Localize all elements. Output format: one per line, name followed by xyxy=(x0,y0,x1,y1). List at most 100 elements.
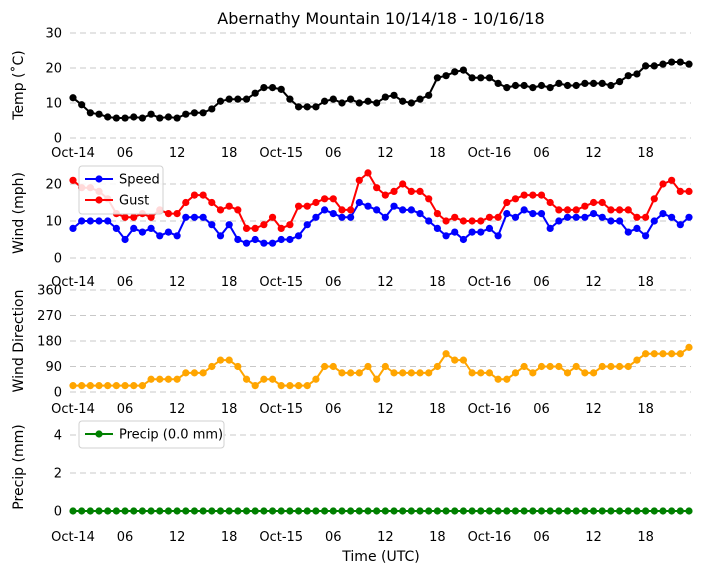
data-point xyxy=(650,350,658,358)
data-point xyxy=(451,68,459,76)
data-point xyxy=(164,210,173,218)
data-point xyxy=(381,362,389,371)
data-point xyxy=(242,375,251,383)
legend-label: Gust xyxy=(119,194,149,209)
data-point xyxy=(234,95,242,103)
data-point xyxy=(650,217,658,225)
data-point xyxy=(633,213,641,221)
series-1 xyxy=(69,343,693,390)
data-point xyxy=(407,206,415,214)
data-point xyxy=(104,217,112,225)
data-point xyxy=(407,187,415,195)
data-point xyxy=(451,356,459,364)
data-point xyxy=(555,206,563,214)
data-point xyxy=(676,221,684,229)
legend-label: Precip (0.0 mm) xyxy=(119,428,223,443)
data-point xyxy=(685,213,693,221)
y-axis-label: Wind (mph) xyxy=(11,172,27,254)
series-precip-0-0-mm- xyxy=(69,507,693,515)
data-point xyxy=(138,382,147,390)
data-point xyxy=(529,84,537,92)
data-point xyxy=(624,228,632,236)
x-tick-label: Oct-14 xyxy=(51,530,95,545)
data-point xyxy=(121,235,129,244)
series-speed xyxy=(69,198,693,247)
data-point xyxy=(268,507,277,515)
x-tick-label: 12 xyxy=(585,530,602,545)
data-point xyxy=(321,97,329,105)
data-point xyxy=(190,213,199,221)
data-point xyxy=(86,507,94,515)
y-axis-label: Precip (mm) xyxy=(11,424,27,509)
data-point xyxy=(485,213,494,221)
data-point xyxy=(399,369,407,377)
data-point xyxy=(95,507,103,515)
data-point xyxy=(615,206,624,214)
x-tick-label: 06 xyxy=(117,402,134,417)
data-point xyxy=(459,235,468,244)
data-point xyxy=(650,507,658,515)
chart-title: Abernathy Mountain 10/14/18 - 10/16/18 xyxy=(217,9,544,28)
y-tick-label: 0 xyxy=(54,132,62,147)
y-tick-label: 30 xyxy=(45,27,62,42)
data-point xyxy=(312,375,320,383)
data-point xyxy=(78,382,86,390)
legend-label: Speed xyxy=(119,173,160,188)
data-point xyxy=(95,217,103,225)
data-point xyxy=(685,187,693,195)
data-point xyxy=(69,176,77,184)
data-point xyxy=(598,198,606,207)
data-point xyxy=(173,210,181,218)
data-point xyxy=(537,210,546,218)
data-point xyxy=(355,507,363,515)
data-point xyxy=(642,213,650,221)
data-point xyxy=(433,362,441,371)
y-tick-label: 0 xyxy=(54,252,62,267)
data-point xyxy=(216,232,225,240)
data-point xyxy=(581,202,589,210)
data-point xyxy=(615,217,624,225)
data-point xyxy=(607,206,615,214)
data-point xyxy=(433,74,441,82)
data-point xyxy=(268,375,277,383)
data-point xyxy=(624,72,632,80)
data-point xyxy=(494,375,502,383)
data-point xyxy=(338,507,346,515)
data-point xyxy=(520,362,528,371)
x-tick-label: Oct-14 xyxy=(51,146,95,161)
data-point xyxy=(494,232,502,240)
data-point xyxy=(173,507,181,515)
y-tick-label: 0 xyxy=(54,505,62,520)
data-point xyxy=(477,369,485,377)
data-point xyxy=(130,382,138,390)
data-point xyxy=(199,507,207,515)
data-point xyxy=(234,235,242,244)
data-point xyxy=(659,350,667,358)
data-point xyxy=(572,81,580,90)
panel-4: 0 2 4 Oct-14 06 12 18 Oct-15 06 12 18 Oct-16 06 12 18 P… xyxy=(11,420,693,565)
data-point xyxy=(347,507,355,515)
data-point xyxy=(364,507,372,515)
data-point xyxy=(225,95,233,103)
x-tick-label: Oct-16 xyxy=(468,402,512,417)
data-point xyxy=(173,114,181,122)
data-point xyxy=(234,206,242,214)
series-line xyxy=(72,201,690,245)
data-point xyxy=(355,176,363,184)
legend-marker xyxy=(95,175,103,183)
data-point xyxy=(242,95,251,103)
legend-marker xyxy=(95,430,103,438)
data-point xyxy=(494,507,502,515)
data-point xyxy=(598,362,606,371)
data-point xyxy=(121,507,129,515)
data-point xyxy=(563,507,572,515)
data-point xyxy=(251,507,259,515)
panel-2: 0 10 20 Oct-14 06 12 18 Oct-15 06 12 18 Oct-16 06 12 1… xyxy=(11,165,693,290)
data-point xyxy=(589,198,598,207)
data-point xyxy=(69,382,77,390)
data-point xyxy=(78,217,86,225)
data-point xyxy=(329,507,337,515)
data-point xyxy=(407,369,415,377)
data-point xyxy=(208,221,216,229)
